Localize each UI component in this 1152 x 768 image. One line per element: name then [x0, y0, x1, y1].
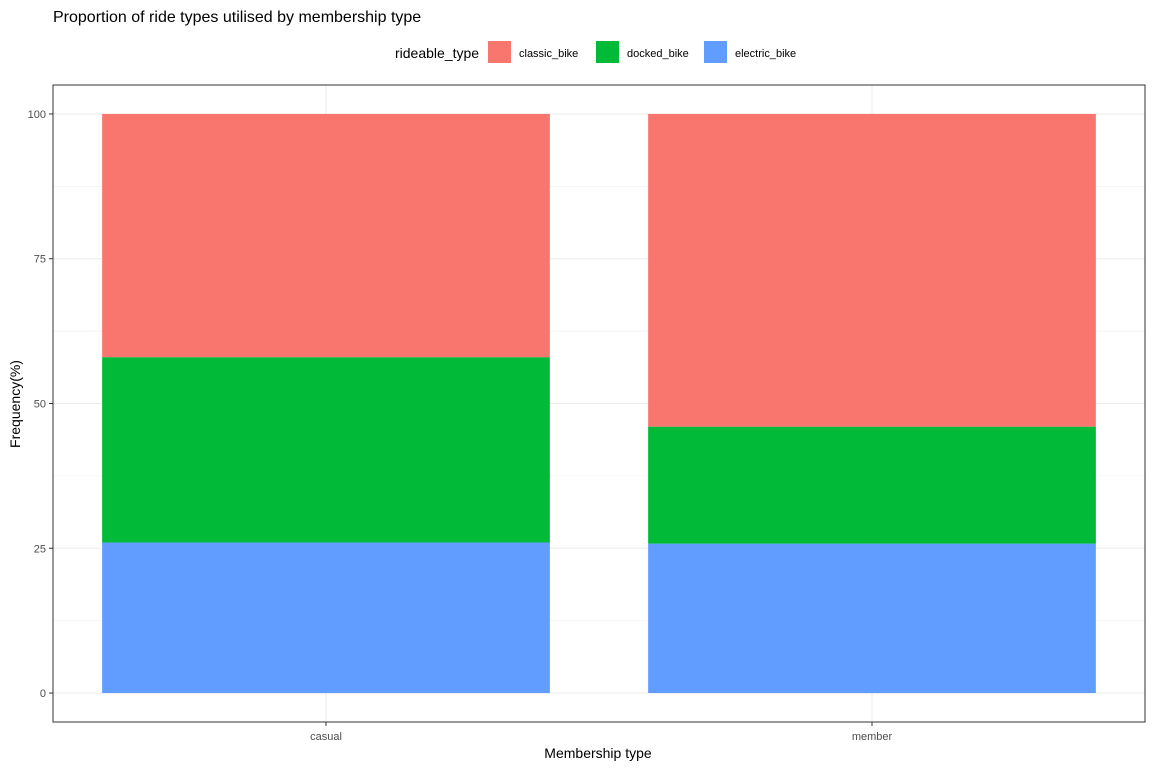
- bar-segment-docked_bike-member: [648, 426, 1096, 544]
- x-axis: casual member: [310, 722, 893, 743]
- y-axis-title: Frequency(%): [7, 360, 23, 448]
- y-axis: 0 25 50 75 100: [28, 109, 53, 700]
- x-tick-label: casual: [310, 731, 342, 743]
- bar-segment-electric_bike-member: [648, 543, 1096, 694]
- chart-title: Proportion of ride types utilised by mem…: [53, 9, 421, 26]
- legend-key-classic_bike: [488, 41, 511, 63]
- legend-key-docked_bike: [596, 41, 619, 63]
- x-tick-label: member: [852, 731, 893, 743]
- bars: [102, 113, 1096, 694]
- x-axis-title: Membership type: [544, 745, 652, 761]
- legend-key-electric_bike: [704, 41, 727, 63]
- legend-label-electric_bike: electric_bike: [735, 48, 796, 60]
- legend-label-docked_bike: docked_bike: [627, 48, 689, 60]
- bar-segment-electric_bike-casual: [102, 542, 550, 694]
- legend-title: rideable_type: [395, 45, 479, 61]
- plot-area: 0 25 50 75 100 casual member: [28, 84, 1146, 743]
- y-tick-label: 50: [34, 399, 46, 411]
- bar-segment-classic_bike-casual: [102, 113, 550, 358]
- legend: rideable_type classic_bike docked_bike ele…: [395, 41, 796, 63]
- bar-segment-classic_bike-member: [648, 113, 1096, 427]
- y-tick-label: 25: [34, 543, 46, 555]
- legend-label-classic_bike: classic_bike: [519, 48, 578, 60]
- y-tick-label: 0: [40, 688, 46, 700]
- y-tick-label: 75: [34, 254, 46, 266]
- y-tick-label: 100: [28, 109, 46, 121]
- bar-segment-docked_bike-casual: [102, 357, 550, 543]
